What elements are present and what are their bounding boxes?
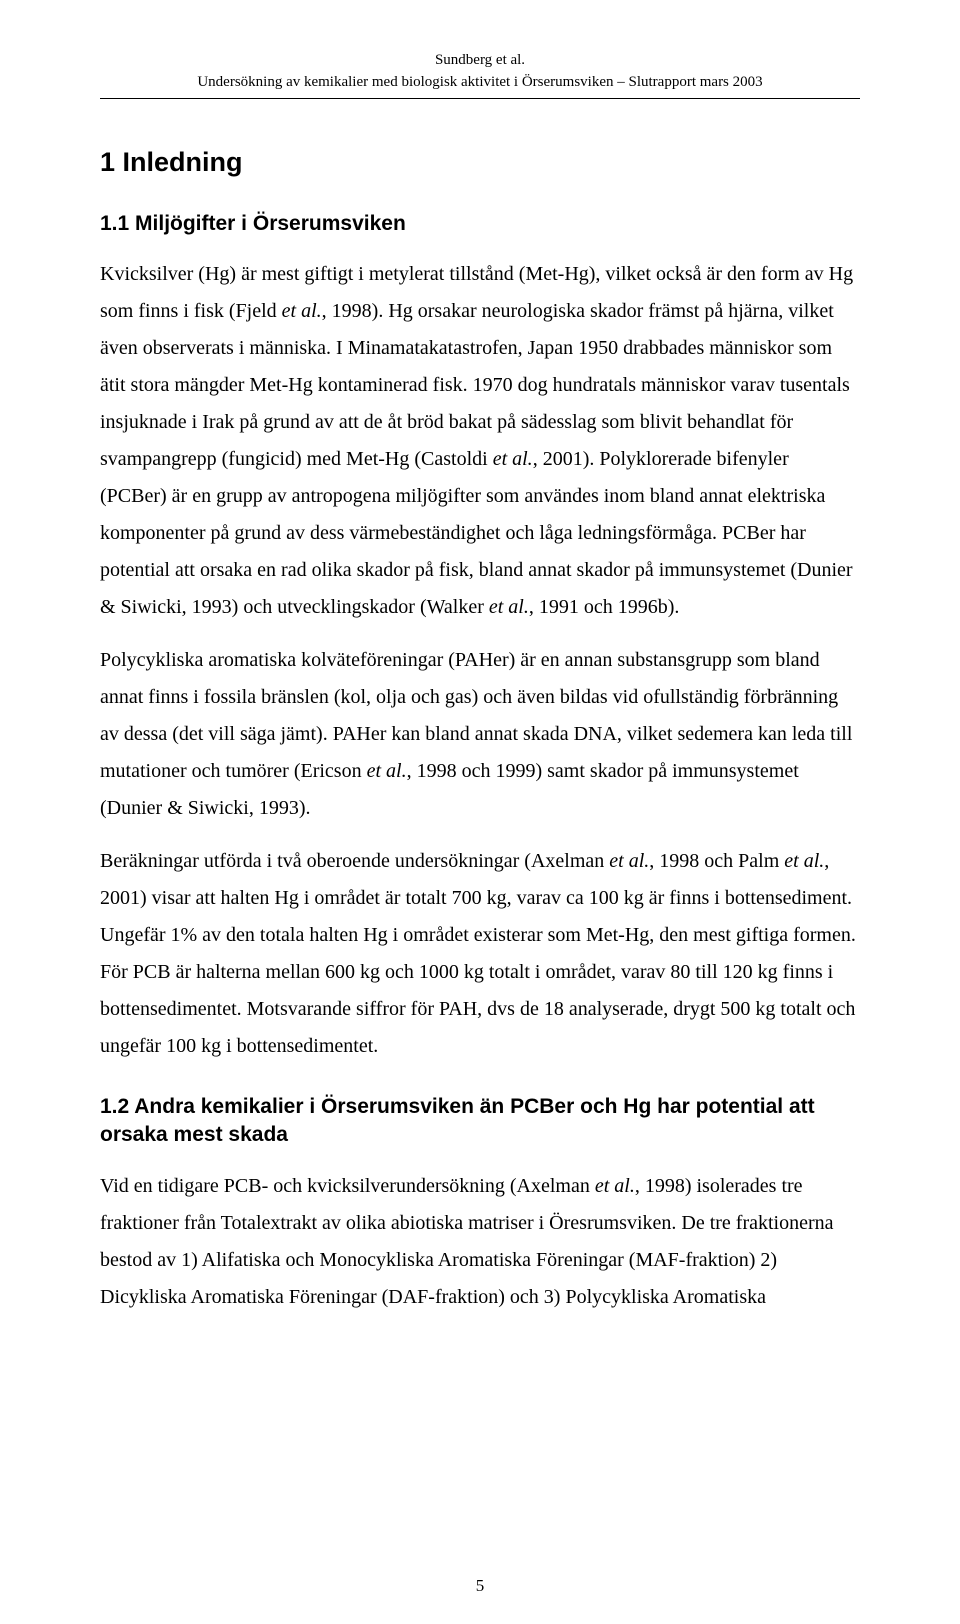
citation-italic: et al. — [493, 448, 533, 470]
citation-italic: et al. — [784, 850, 824, 872]
body-text: , 1998 och Palm — [649, 850, 784, 872]
section-1-1-paragraph-3: Beräkningar utförda i två oberoende unde… — [100, 843, 860, 1065]
citation-italic: et al. — [609, 850, 649, 872]
page-header: Sundberg et al. Undersökning av kemikali… — [100, 50, 860, 99]
citation-italic: et al. — [282, 300, 322, 322]
header-author-line: Sundberg et al. — [100, 50, 860, 72]
body-text: , 2001). Polyklorerade bifenyler (PCBer)… — [100, 448, 853, 618]
citation-italic: et al. — [489, 596, 529, 618]
section-1-2-paragraph-1: Vid en tidigare PCB- och kvicksilverunde… — [100, 1168, 860, 1316]
section-1-1-paragraph-2: Polycykliska aromatiska kolväteföreninga… — [100, 642, 860, 827]
section-1-1-paragraph-1: Kvicksilver (Hg) är mest giftigt i metyl… — [100, 256, 860, 626]
body-text: Beräkningar utförda i två oberoende unde… — [100, 850, 609, 872]
body-text: , 1998). Hg orsakar neurologiska skador … — [100, 300, 850, 470]
page-container: Sundberg et al. Undersökning av kemikali… — [0, 0, 960, 1624]
body-text: , 2001) visar att halten Hg i området är… — [100, 850, 856, 1057]
header-subtitle: Undersökning av kemikalier med biologisk… — [100, 72, 860, 99]
body-text: Vid en tidigare PCB- och kvicksilverunde… — [100, 1175, 595, 1197]
citation-italic: et al. — [367, 760, 407, 782]
citation-italic: et al. — [595, 1175, 635, 1197]
section-1-heading: 1 Inledning — [100, 147, 860, 178]
section-1-1-heading: 1.1 Miljögifter i Örserumsviken — [100, 210, 860, 238]
section-1-2-heading: 1.2 Andra kemikalier i Örserumsviken än … — [100, 1093, 860, 1150]
body-text: , 1991 och 1996b). — [529, 596, 680, 618]
page-number: 5 — [0, 1576, 960, 1596]
